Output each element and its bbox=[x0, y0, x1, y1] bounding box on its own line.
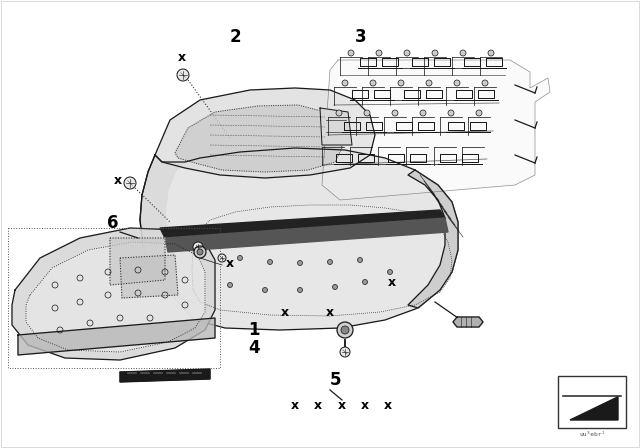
Circle shape bbox=[454, 80, 460, 86]
Circle shape bbox=[124, 177, 136, 189]
Circle shape bbox=[218, 254, 226, 262]
Circle shape bbox=[298, 260, 303, 266]
Polygon shape bbox=[322, 60, 550, 200]
Circle shape bbox=[398, 80, 404, 86]
Circle shape bbox=[227, 283, 232, 288]
Circle shape bbox=[370, 80, 376, 86]
Circle shape bbox=[177, 69, 189, 81]
Circle shape bbox=[333, 284, 337, 289]
Circle shape bbox=[342, 80, 348, 86]
Circle shape bbox=[426, 80, 432, 86]
Circle shape bbox=[237, 255, 243, 260]
Polygon shape bbox=[120, 255, 178, 298]
Circle shape bbox=[420, 110, 426, 116]
Circle shape bbox=[387, 270, 392, 275]
Text: x: x bbox=[314, 399, 322, 412]
Circle shape bbox=[358, 258, 362, 263]
Circle shape bbox=[432, 50, 438, 56]
Polygon shape bbox=[155, 88, 375, 178]
Circle shape bbox=[340, 347, 350, 357]
Polygon shape bbox=[570, 397, 618, 420]
Polygon shape bbox=[160, 210, 445, 238]
Circle shape bbox=[392, 110, 398, 116]
Text: 3: 3 bbox=[355, 28, 367, 46]
Circle shape bbox=[193, 242, 203, 252]
Circle shape bbox=[362, 280, 367, 284]
Text: x: x bbox=[384, 399, 392, 412]
Polygon shape bbox=[175, 105, 342, 172]
Polygon shape bbox=[140, 155, 195, 303]
Circle shape bbox=[298, 288, 303, 293]
Text: x: x bbox=[338, 399, 346, 412]
Text: x: x bbox=[114, 173, 122, 186]
Text: x: x bbox=[291, 399, 299, 412]
Polygon shape bbox=[110, 238, 165, 285]
Circle shape bbox=[448, 110, 454, 116]
Text: x: x bbox=[361, 399, 369, 412]
Text: 1: 1 bbox=[248, 321, 259, 339]
Polygon shape bbox=[165, 218, 448, 252]
Text: 4: 4 bbox=[248, 339, 260, 357]
Circle shape bbox=[364, 110, 370, 116]
Text: x: x bbox=[281, 306, 289, 319]
Circle shape bbox=[328, 259, 333, 264]
Polygon shape bbox=[320, 108, 352, 145]
Polygon shape bbox=[408, 170, 458, 308]
Bar bbox=[558, 376, 626, 428]
Text: 2: 2 bbox=[230, 28, 242, 46]
Polygon shape bbox=[26, 242, 205, 352]
Polygon shape bbox=[140, 148, 458, 330]
Polygon shape bbox=[192, 205, 452, 316]
Circle shape bbox=[262, 288, 268, 293]
Circle shape bbox=[337, 322, 353, 338]
Circle shape bbox=[482, 80, 488, 86]
Circle shape bbox=[268, 259, 273, 264]
Circle shape bbox=[460, 50, 466, 56]
Circle shape bbox=[341, 326, 349, 334]
Text: x: x bbox=[388, 276, 396, 289]
Text: 6: 6 bbox=[107, 214, 118, 232]
Text: x: x bbox=[226, 257, 234, 270]
Text: uu³ebr¹: uu³ebr¹ bbox=[579, 432, 605, 437]
Text: 5: 5 bbox=[330, 371, 342, 389]
Polygon shape bbox=[12, 228, 215, 360]
Circle shape bbox=[404, 50, 410, 56]
Text: x: x bbox=[178, 51, 186, 64]
Polygon shape bbox=[18, 318, 215, 355]
Circle shape bbox=[197, 249, 203, 255]
Circle shape bbox=[194, 246, 206, 258]
Text: x: x bbox=[326, 306, 334, 319]
Polygon shape bbox=[120, 369, 210, 382]
Circle shape bbox=[348, 50, 354, 56]
Polygon shape bbox=[453, 317, 483, 327]
Circle shape bbox=[488, 50, 494, 56]
Circle shape bbox=[376, 50, 382, 56]
Circle shape bbox=[336, 110, 342, 116]
Circle shape bbox=[476, 110, 482, 116]
